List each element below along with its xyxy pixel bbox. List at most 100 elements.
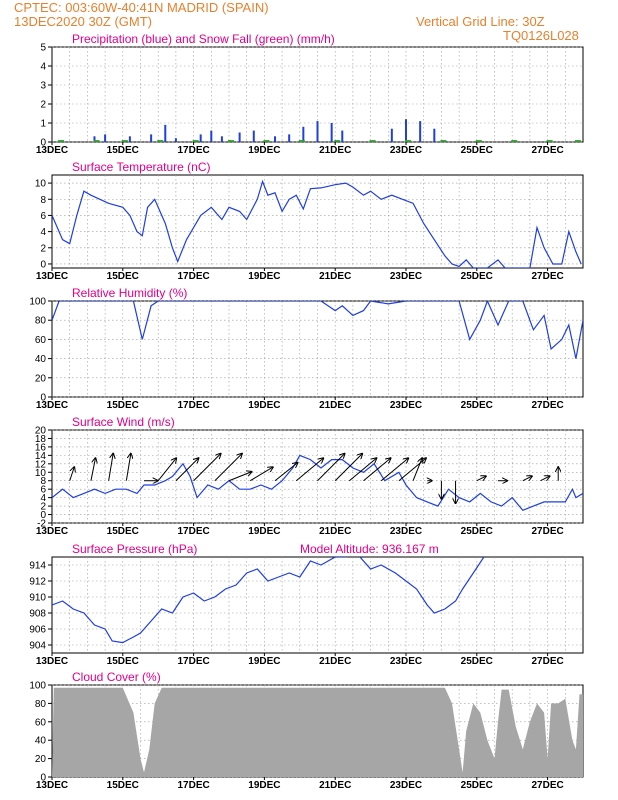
snow-bar: [369, 140, 376, 142]
cloud-cover-area: [52, 687, 583, 777]
y-tick-label: -2: [37, 519, 46, 530]
wind-arrow: [90, 458, 96, 481]
precip-bar: [405, 119, 407, 142]
precip-bar: [252, 130, 255, 142]
wind-arrow: [540, 476, 550, 482]
x-tick-label: 13DEC: [36, 780, 68, 791]
x-tick-label: 23DEC: [390, 526, 422, 537]
plot-frame: [51, 429, 584, 524]
y-tick-label: 20: [35, 373, 47, 384]
precip-bar: [238, 132, 241, 142]
y-tick-label: 0: [40, 138, 46, 149]
precip-bar: [341, 130, 344, 142]
y-tick-label: 20: [35, 426, 47, 437]
snow-bar: [58, 140, 65, 142]
x-tick-label: 25DEC: [461, 145, 493, 156]
y-tick-label: 14: [35, 451, 47, 462]
y-tick-label: 912: [29, 577, 46, 588]
x-tick-label: 15DEC: [107, 400, 139, 411]
y-tick-label: 12: [35, 459, 47, 470]
pressure-line: [52, 557, 485, 644]
x-tick-label: 21DEC: [319, 526, 351, 537]
precip-bar: [104, 134, 107, 142]
x-tick-label: 15DEC: [107, 271, 139, 282]
wind-arrow: [228, 472, 252, 482]
wind-arrow: [214, 454, 242, 482]
wind-arrow: [249, 467, 272, 482]
y-tick-label: 0: [40, 393, 46, 404]
precip-bar: [220, 136, 223, 142]
x-tick-label: 25DEC: [461, 400, 493, 411]
wind-arrow: [582, 480, 583, 481]
precip-bar: [164, 124, 167, 142]
wind-arrow: [412, 458, 422, 481]
pressure-panel: 904 906 908 910 912 914 13DEC 15DEC 17DEC 19DEC 21…: [29, 542, 584, 667]
header-code: TQ0126L028: [503, 28, 579, 43]
panel-subtitle: Model Altitude: 936.167 m: [300, 542, 439, 556]
wind-arrow: [380, 458, 408, 482]
x-tick-label: 17DEC: [177, 400, 209, 411]
y-tick-label: 40: [35, 736, 47, 747]
x-tick-label: 23DEC: [390, 780, 422, 791]
x-tick-label: 27DEC: [531, 526, 563, 537]
x-tick-label: 13DEC: [36, 656, 68, 667]
y-tick-label: 4: [40, 62, 46, 73]
precip-bar: [302, 126, 305, 142]
x-tick-label: 19DEC: [248, 271, 280, 282]
panel-title: Surface Temperature (nC): [72, 160, 211, 174]
wind-arrow: [398, 458, 426, 482]
x-tick-label: 23DEC: [390, 271, 422, 282]
wind-arrow: [476, 476, 486, 482]
temp-panel: 0 2 4 6 8 10 13DEC 15DEC 17DEC 19DEC 21DEC 23DEC 25D…: [35, 160, 584, 282]
x-tick-label: 25DEC: [461, 526, 493, 537]
panel-title: Cloud Cover (%): [72, 670, 161, 684]
y-tick-label: 0: [40, 259, 46, 270]
precip-bar: [390, 128, 393, 142]
snow-bar: [405, 140, 411, 142]
x-tick-label: 19DEC: [248, 780, 280, 791]
precip-bar: [128, 136, 131, 142]
y-tick-label: 0: [40, 773, 46, 784]
x-tick-label: 21DEC: [319, 400, 351, 411]
precip-panel: 0 1 2 3 4 5 13DEC 15DEC 17DEC 19DEC 21DEC 23DEC 25DE…: [36, 32, 584, 156]
wind-arrow: [175, 458, 199, 482]
x-tick-label: 19DEC: [248, 656, 280, 667]
x-tick-label: 25DEC: [461, 271, 493, 282]
x-tick-label: 23DEC: [390, 400, 422, 411]
x-tick-label: 21DEC: [319, 656, 351, 667]
y-tick-label: 40: [35, 354, 47, 365]
x-tick-label: 21DEC: [319, 271, 351, 282]
wind-series: [52, 454, 583, 512]
x-tick-label: 17DEC: [177, 780, 209, 791]
x-tick-label: 23DEC: [390, 656, 422, 667]
cloud-series: [52, 687, 583, 777]
x-tick-label: 27DEC: [531, 656, 563, 667]
y-tick-label: 904: [29, 641, 46, 652]
x-tick-label: 21DEC: [319, 780, 351, 791]
plot-frame: [51, 174, 584, 269]
y-tick-label: 100: [29, 297, 46, 308]
precip-bar: [93, 136, 96, 142]
y-tick-label: 6: [40, 211, 46, 222]
x-tick-label: 15DEC: [107, 526, 139, 537]
x-tick-label: 27DEC: [531, 400, 563, 411]
wind-arrow: [317, 454, 345, 482]
snow-bar: [475, 140, 482, 142]
y-tick-label: 0: [40, 510, 46, 521]
wind-arrow: [295, 458, 323, 482]
y-tick-label: 10: [35, 179, 47, 190]
y-tick-label: 6: [40, 485, 46, 496]
header-grid-note: Vertical Grid Line: 30Z: [416, 14, 545, 29]
cloud-panel: 0 20 40 60 80 100 13DEC 15DEC 17DEC 19DEC 21DEC 23D…: [29, 670, 584, 791]
y-tick-label: 5: [40, 43, 46, 54]
y-tick-label: 914: [29, 561, 46, 572]
precip-series: [58, 119, 581, 142]
humidity-panel: 0 20 40 60 80 100 13DEC 15DEC 17DEC 19DEC 21DEC 23D…: [29, 286, 584, 411]
snow-bar: [574, 140, 581, 142]
panel-title: Surface Pressure (hPa): [72, 542, 197, 556]
wind-arrow: [157, 458, 176, 482]
precip-bar: [288, 134, 291, 142]
snow-bar: [228, 140, 234, 142]
